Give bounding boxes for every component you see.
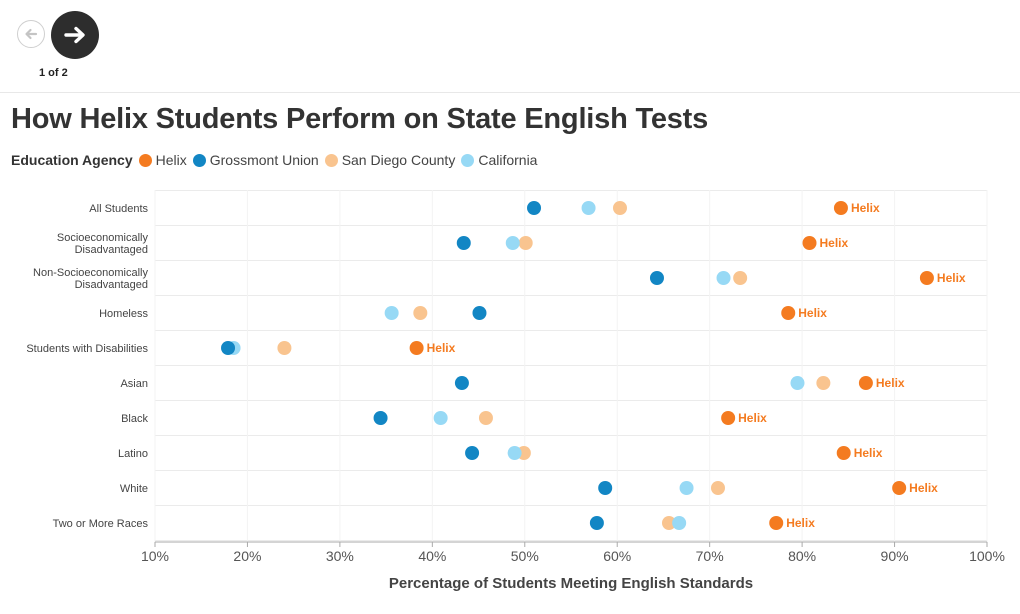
legend-label: Helix xyxy=(155,152,187,168)
legend-item[interactable]: San Diego County xyxy=(324,152,456,168)
data-point xyxy=(802,236,817,250)
legend: Education Agency Helix Grossmont Union San… xyxy=(11,152,543,168)
data-point xyxy=(277,341,292,355)
row-label: All Students xyxy=(89,203,148,215)
data-point xyxy=(716,271,731,285)
legend-swatch xyxy=(192,153,206,167)
arrow-right-icon xyxy=(64,26,85,44)
data-point xyxy=(505,236,520,250)
data-label: Helix xyxy=(909,481,938,495)
row-label: Asian xyxy=(120,378,148,390)
data-point xyxy=(373,411,388,425)
data-label: Helix xyxy=(798,306,827,320)
x-tick-label: 100% xyxy=(969,548,1005,564)
legend-label: California xyxy=(478,152,538,168)
chart-title: How Helix Students Perform on State Engl… xyxy=(11,103,709,135)
data-point xyxy=(612,201,627,215)
data-point xyxy=(527,201,542,215)
row-label: Two or More Races xyxy=(53,518,149,530)
data-point xyxy=(518,236,533,250)
data-point xyxy=(661,516,676,530)
legend-label: San Diego County xyxy=(341,152,456,168)
previous-button[interactable] xyxy=(17,20,45,48)
row-label: Disadvantaged xyxy=(75,279,148,291)
legend-swatch xyxy=(324,153,338,167)
row-label: Black xyxy=(121,413,148,425)
legend-swatch xyxy=(461,153,475,167)
data-point xyxy=(433,411,448,425)
x-tick-label: 20% xyxy=(233,548,261,564)
x-tick-label: 60% xyxy=(603,548,631,564)
data-label: Helix xyxy=(851,201,880,215)
data-point xyxy=(221,341,236,355)
data-point xyxy=(456,236,471,250)
row-label: Non-Socioeconomically xyxy=(33,267,148,279)
x-tick-label: 50% xyxy=(511,548,539,564)
data-label: Helix xyxy=(427,341,456,355)
data-point xyxy=(507,446,522,460)
data-point xyxy=(679,481,694,495)
row-label: Homeless xyxy=(99,308,148,320)
data-point xyxy=(454,376,469,390)
legend-items: Helix Grossmont Union San Diego County Cali… xyxy=(138,152,544,168)
data-point xyxy=(672,516,687,530)
x-tick-label: 40% xyxy=(418,548,446,564)
data-point xyxy=(833,201,848,215)
data-label: Helix xyxy=(937,271,966,285)
data-point xyxy=(721,411,736,425)
data-point xyxy=(413,306,428,320)
data-point xyxy=(790,376,805,390)
legend-swatch xyxy=(138,153,152,167)
data-point xyxy=(384,306,399,320)
data-point xyxy=(649,271,664,285)
data-point xyxy=(409,341,424,355)
x-tick-label: 90% xyxy=(881,548,909,564)
legend-item[interactable]: Helix xyxy=(138,152,187,168)
data-label: Helix xyxy=(854,446,883,460)
data-point xyxy=(589,516,604,530)
arrow-left-icon xyxy=(25,28,38,40)
data-point xyxy=(836,446,851,460)
data-point xyxy=(858,376,873,390)
data-label: Helix xyxy=(876,376,905,390)
data-point xyxy=(465,446,480,460)
row-label: Socioeconomically xyxy=(57,232,149,244)
data-point xyxy=(710,481,725,495)
row-label: Disadvantaged xyxy=(75,244,148,256)
data-label: Helix xyxy=(820,236,849,250)
row-label: White xyxy=(120,483,148,495)
data-label: Helix xyxy=(786,516,815,530)
x-tick-label: 80% xyxy=(788,548,816,564)
data-point xyxy=(472,306,487,320)
data-point xyxy=(781,306,796,320)
data-point xyxy=(733,271,748,285)
legend-item[interactable]: California xyxy=(461,152,537,168)
slide-navigation: 1 of 2 xyxy=(0,0,1020,93)
data-point xyxy=(816,376,831,390)
x-tick-label: 30% xyxy=(326,548,354,564)
row-label: Students with Disabilities xyxy=(26,343,148,355)
next-button[interactable] xyxy=(51,11,99,59)
page-counter: 1 of 2 xyxy=(39,67,68,79)
data-point xyxy=(598,481,613,495)
x-tick-label: 10% xyxy=(141,548,169,564)
data-point xyxy=(581,201,596,215)
x-axis-title: Percentage of Students Meeting English S… xyxy=(389,575,753,592)
x-tick-label: 70% xyxy=(696,548,724,564)
row-label: Latino xyxy=(118,448,148,460)
legend-label: Grossmont Union xyxy=(209,152,319,168)
dot-plot-chart: 10% 20% 30% 40% 50% 60% 70% 80% 90% 100% Percentag… xyxy=(26,190,1005,592)
data-label: Helix xyxy=(738,411,767,425)
data-point xyxy=(478,411,493,425)
legend-title: Education Agency xyxy=(11,152,133,168)
data-point xyxy=(919,271,934,285)
legend-item[interactable]: Grossmont Union xyxy=(192,152,319,168)
data-point xyxy=(769,516,784,530)
data-point xyxy=(892,481,907,495)
